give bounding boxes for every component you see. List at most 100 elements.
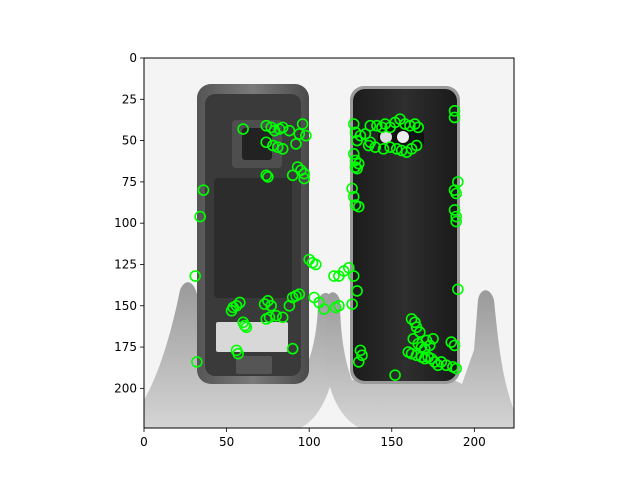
keypoint-marker	[293, 288, 306, 301]
keypoint-marker	[189, 270, 202, 282]
keypoint-marker	[351, 162, 363, 175]
keypoint-marker	[194, 210, 206, 223]
keypoint-marker	[409, 316, 421, 329]
keypoint-marker	[405, 347, 418, 360]
keypoint-marker	[276, 143, 289, 155]
x-tick-label: 0	[140, 435, 148, 449]
keypoint-marker	[197, 184, 210, 196]
y-tick-label: 175	[114, 340, 137, 354]
keypoint-marker	[450, 362, 462, 375]
keypoint-marker	[354, 129, 367, 142]
keypoint-marker	[423, 339, 436, 352]
keypoint-marker	[346, 298, 358, 310]
keypoint-marker	[265, 299, 277, 312]
keypoint-marker	[270, 309, 282, 322]
keypoint-marker	[377, 143, 390, 155]
keypoint-marker	[191, 356, 203, 368]
keypoint-marker	[267, 139, 279, 152]
keypoint-marker	[293, 128, 306, 140]
keypoint-marker	[448, 105, 461, 117]
keypoint-marker	[260, 136, 273, 149]
keypoint-marker	[258, 298, 271, 310]
keypoint-marker	[333, 299, 345, 312]
y-tick-label: 25	[122, 92, 137, 106]
x-tick-label: 150	[380, 435, 403, 449]
keypoint-marker	[425, 352, 438, 365]
keypoint-marker	[234, 296, 246, 309]
keypoint-marker	[414, 326, 426, 338]
keypoint-marker	[364, 119, 377, 132]
keypoint-marker	[349, 161, 362, 173]
keypoint-marker	[260, 169, 273, 182]
keypoint-marker	[432, 359, 444, 372]
keypoint-marker	[352, 200, 365, 213]
keypoint-marker	[286, 169, 299, 182]
y-tick-label: 50	[122, 134, 137, 148]
keypoint-marker	[290, 138, 302, 150]
keypoint-marker	[237, 123, 249, 135]
keypoint-marker	[347, 148, 360, 160]
x-tick-label: 50	[219, 435, 234, 449]
keypoint-marker	[352, 157, 365, 170]
keypoint-marker	[283, 124, 296, 137]
keypoint-marker	[262, 171, 274, 183]
keypoint-marker	[298, 172, 311, 185]
keypoint-marker	[452, 283, 464, 296]
background-photo	[144, 58, 514, 428]
keypoint-markers	[189, 105, 464, 381]
keypoint-marker	[346, 182, 358, 195]
keypoint-marker	[352, 356, 365, 368]
keypoint-marker	[328, 270, 340, 282]
keypoint-marker	[428, 356, 441, 368]
keypoint-marker	[376, 121, 388, 134]
y-axis: 0 25 50 75 100 125 150 175 200	[114, 51, 144, 395]
y-tick-label: 125	[114, 257, 137, 271]
keypoint-marker	[384, 141, 396, 153]
keypoint-marker	[286, 342, 299, 355]
keypoint-marker	[265, 121, 277, 134]
y-tick-label: 150	[114, 299, 137, 313]
keypoint-marker	[238, 319, 251, 332]
keypoint-marker	[318, 303, 330, 315]
keypoint-marker	[409, 118, 421, 130]
keypoint-marker	[298, 167, 311, 180]
keypoint-marker	[450, 210, 462, 223]
keypoint-marker	[276, 311, 289, 324]
keypoint-marker	[445, 336, 458, 348]
keypoint-marker	[225, 304, 238, 317]
keypoint-marker	[343, 261, 355, 274]
keypoint-marker	[405, 313, 418, 325]
keypoint-marker	[351, 285, 363, 297]
x-tick-label: 100	[298, 435, 321, 449]
keypoint-marker	[354, 344, 367, 357]
keypoint-marker	[371, 119, 383, 132]
keypoint-marker	[389, 369, 401, 381]
y-tick-label: 75	[122, 175, 137, 189]
keypoint-marker	[347, 270, 360, 282]
keypoint-marker	[390, 143, 403, 155]
keypoint-marker	[260, 119, 273, 132]
x-axis: 0 50 100 150 200	[140, 428, 486, 449]
keypoint-marker	[263, 311, 276, 324]
keypoint-marker	[291, 161, 304, 173]
keypoint-marker	[296, 118, 309, 130]
y-tick-label: 200	[114, 381, 137, 395]
keypoint-marker	[440, 359, 453, 372]
keypoint-marker	[356, 349, 368, 362]
keypoint-marker	[240, 321, 253, 334]
keypoint-marker	[450, 215, 462, 228]
keypoint-marker	[309, 258, 322, 271]
keypoint-marker	[232, 347, 244, 360]
keypoint-marker	[448, 339, 461, 352]
keypoint-marker	[271, 141, 284, 153]
axes-frame	[143, 57, 515, 429]
keypoint-marker	[404, 119, 416, 132]
keypoint-marker	[448, 111, 461, 124]
keypoint-marker	[347, 190, 360, 203]
keypoint-marker	[369, 141, 382, 153]
keypoint-marker	[362, 139, 375, 152]
y-tick-label: 100	[114, 216, 137, 230]
keypoint-marker	[276, 121, 289, 134]
x-tick-label: 200	[463, 435, 486, 449]
